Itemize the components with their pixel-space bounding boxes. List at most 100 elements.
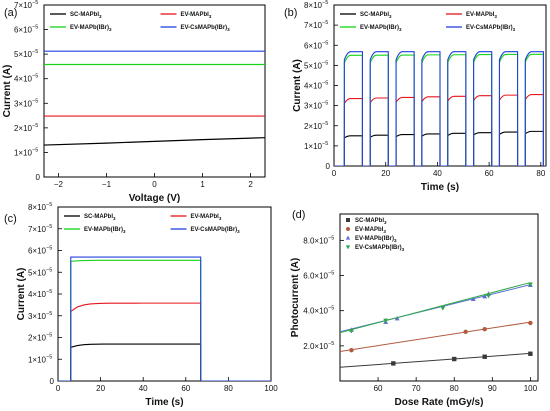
x-tick-label: 60 [485, 169, 494, 178]
y-tick-label: 6×10 [28, 247, 47, 256]
y-tick-exponent: −5 [32, 123, 38, 129]
y-tick-label: 7×10 [14, 1, 33, 10]
legend-label: EV-MAPbI3 [355, 227, 386, 234]
y-tick-label: 1×10 [304, 142, 323, 151]
data-point [346, 218, 350, 222]
y-tick-label: 2×10 [14, 124, 33, 133]
y-tick-exponent: −5 [322, 20, 328, 26]
plot-frame [339, 213, 539, 382]
panel-3: (d)2.0×10 −54.0×10 −56.0×10 −58.0×10 −560 70 8… [290, 209, 539, 408]
x-axis-label: Dose Rate (mGy/s) [395, 397, 484, 408]
y-tick-exponent: −5 [328, 271, 334, 277]
data-point [345, 235, 351, 240]
plot-area [58, 256, 271, 381]
y-tick-label: 4×10 [14, 75, 33, 84]
plot-area [334, 51, 546, 166]
y-tick-exponent: −5 [46, 354, 52, 360]
y-tick-exponent: −5 [322, 40, 328, 46]
y-tick-label: 3×10 [28, 312, 47, 321]
x-tick-label: 40 [139, 384, 148, 393]
y-tick-label: 4×10 [304, 82, 323, 91]
panel-2: (c)01×10 −52×10 −53×10 −54×10 −55×10 −56×10 −5… [4, 202, 278, 408]
fit-line [340, 321, 531, 352]
x-tick-label: 80 [536, 169, 545, 178]
data-point [482, 326, 487, 332]
x-axis-label: Time (s) [421, 182, 459, 193]
y-axis-label: Photocurrent (A) [290, 258, 301, 337]
y-tick-exponent: −5 [328, 235, 334, 241]
series-line [334, 130, 546, 166]
y-tick-label: 6×10 [14, 26, 33, 35]
y-tick-label: 8×10 [28, 203, 47, 212]
plot-area [44, 50, 265, 146]
y-tick-label: 0 [326, 162, 331, 171]
series-line [334, 51, 546, 166]
panel-0: (a)01×10 −52×10 −53×10 −54×10 −55×10 −56×10 −5… [2, 0, 266, 204]
legend-label: SC-MAPbI3 [70, 12, 102, 19]
y-tick-exponent: −5 [322, 101, 328, 107]
x-tick-label: 90 [488, 384, 497, 393]
y-tick-exponent: −5 [328, 306, 334, 312]
x-tick-label: −2 [54, 180, 64, 189]
legend-label: SC-MAPbI3 [84, 214, 116, 221]
y-tick-exponent: −5 [32, 98, 38, 104]
legend-label: EV-MAPb(IBr)3 [360, 25, 402, 32]
series-line [44, 137, 265, 146]
y-tick-exponent: −5 [46, 224, 52, 230]
x-axis-label: Voltage (V) [129, 193, 180, 204]
y-tick-label: 7×10 [28, 225, 47, 234]
y-axis-label: Current (A) [2, 65, 13, 118]
x-axis-label: Time (s) [145, 397, 183, 408]
data-point [345, 245, 351, 250]
y-tick-exponent: −5 [322, 141, 328, 147]
y-tick-exponent: −5 [32, 0, 38, 6]
y-tick-label: 5×10 [304, 61, 323, 70]
x-tick-label: 20 [381, 169, 390, 178]
y-tick-exponent: −5 [46, 333, 52, 339]
y-tick-label: 8×10 [304, 1, 323, 10]
legend-label: EV-MAPbI3 [191, 214, 222, 221]
y-tick-exponent: −5 [32, 49, 38, 55]
panel-1: (b)01×10 −52×10 −53×10 −54×10 −55×10 −56×10 −5… [284, 0, 547, 193]
y-tick-label: 6×10 [304, 41, 323, 50]
series-line [58, 256, 271, 381]
legend-label: SC-MAPbI3 [355, 218, 387, 225]
y-tick-exponent: −5 [322, 121, 328, 127]
legend-label: EV-MAPb(IBr)3 [70, 25, 112, 32]
data-point [486, 293, 491, 299]
fit-line [340, 352, 531, 368]
x-tick-label: 70 [412, 384, 421, 393]
y-tick-label: 2.0×10 [303, 342, 328, 351]
legend-label: EV-CsMAPb(IBr)3 [466, 25, 516, 32]
y-tick-label: 6.0×10 [303, 272, 328, 281]
data-point [349, 348, 354, 353]
legend-label: EV-CsMAPb(IBr)3 [181, 25, 231, 32]
y-tick-exponent: −5 [328, 341, 334, 347]
legend-label: EV-MAPb(IBr)3 [84, 227, 126, 234]
x-tick-label: 60 [181, 384, 190, 393]
series-line [334, 53, 546, 166]
data-point [346, 227, 350, 231]
series-line [58, 302, 271, 381]
legend-label: EV-MAPbI3 [466, 12, 497, 19]
y-tick-label: 3×10 [304, 102, 323, 111]
panel-label: (c) [4, 213, 17, 225]
data-point [452, 356, 457, 362]
data-point [528, 351, 533, 356]
y-tick-exponent: −5 [46, 311, 52, 317]
data-point [527, 282, 533, 287]
y-tick-label: 3×10 [14, 99, 33, 108]
data-point [349, 329, 354, 334]
x-tick-label: −1 [102, 180, 112, 189]
y-axis-label: Current (A) [16, 268, 27, 321]
y-tick-exponent: −5 [46, 202, 52, 208]
fit-line [340, 282, 531, 334]
y-tick-exponent: −5 [322, 0, 328, 6]
panel-label: (d) [292, 209, 305, 221]
x-tick-label: 80 [224, 384, 233, 393]
y-axis-label: Current (A) [292, 59, 303, 112]
y-tick-label: 2×10 [28, 334, 47, 343]
x-tick-label: 0 [56, 384, 61, 393]
y-tick-exponent: −5 [322, 60, 328, 66]
